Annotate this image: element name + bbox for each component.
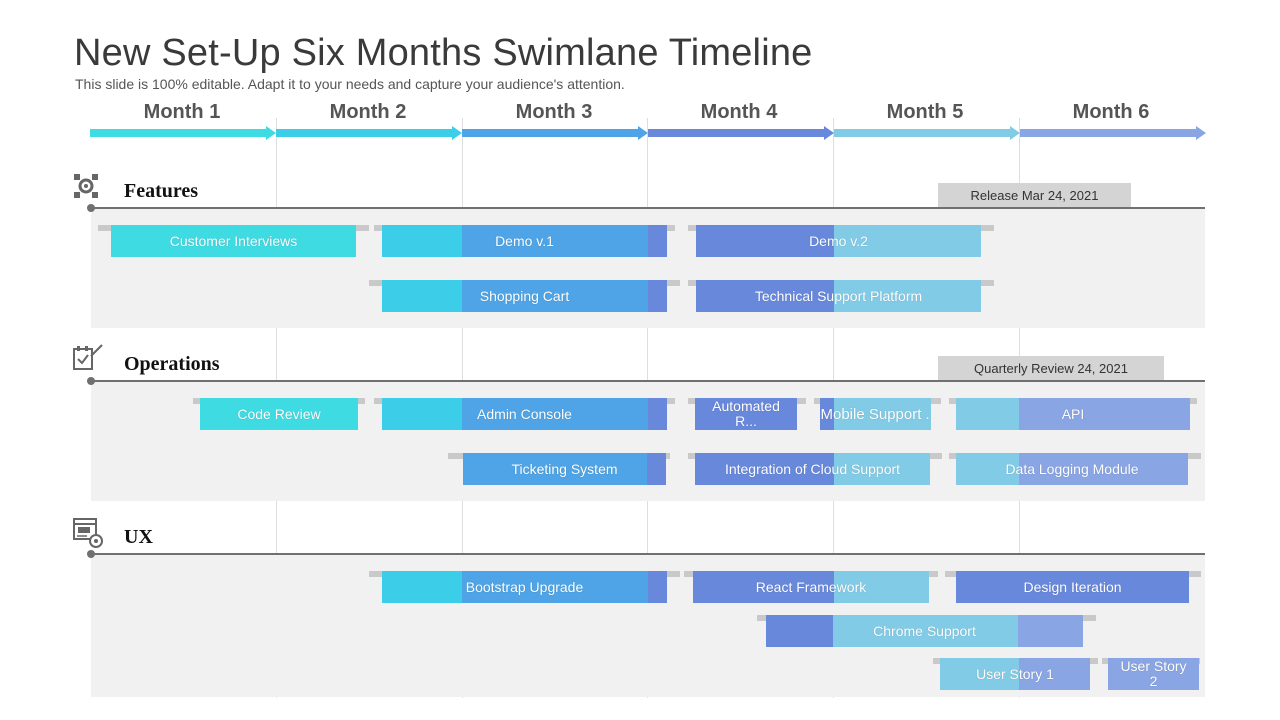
lane-dot (87, 550, 95, 558)
task-shopping-cart[interactable]: Shopping Cart (382, 280, 667, 312)
month-label-2: Month 2 (329, 101, 407, 123)
task-label: API (1061, 405, 1085, 422)
month-label-4: Month 4 (700, 101, 778, 123)
task-label: Mobile Support ... (820, 406, 931, 422)
task-label: Demo v.1 (495, 232, 554, 249)
task-label: Customer Interviews (169, 232, 298, 249)
page-subtitle: This slide is 100% editable. Adapt it to… (75, 76, 625, 92)
ux-window-icon (73, 518, 103, 548)
month-arrow-4 (648, 126, 834, 140)
task-label: Bootstrap Upgrade (465, 578, 584, 595)
month-arrow-6 (1020, 126, 1206, 140)
task-label: Code Review (237, 405, 321, 422)
month-arrow-3 (462, 126, 648, 140)
lane-features-divider (91, 207, 1205, 209)
milestone-quarterly-review: Quarterly Review 24, 2021 (938, 356, 1164, 380)
task-automated-r[interactable]: Automated R... (695, 398, 797, 430)
checklist-edit-icon (73, 344, 103, 370)
task-label: Demo v.2 (809, 232, 868, 249)
lane-title-ux: UX (124, 526, 153, 548)
task-label: Shopping Cart (479, 287, 570, 304)
lane-dot (87, 204, 95, 212)
month-arrow-1 (90, 126, 276, 140)
task-user-story-1[interactable]: User Story 1 (940, 658, 1090, 690)
task-api[interactable]: API (956, 398, 1190, 430)
task-label: Integration of Cloud Support (724, 460, 901, 477)
task-react-framework[interactable]: React Framework (693, 571, 929, 603)
task-customer-interviews[interactable]: Customer Interviews (111, 225, 356, 257)
task-label: User Story 2 (1120, 658, 1187, 689)
month-label-6: Month 6 (1072, 101, 1150, 123)
month-arrow-2 (276, 126, 462, 140)
milestone-release: Release Mar 24, 2021 (938, 183, 1131, 207)
task-label: Data Logging Module (1005, 460, 1139, 477)
task-design-iteration[interactable]: Design Iteration (956, 571, 1189, 603)
task-integration-cloud-support[interactable]: Integration of Cloud Support (695, 453, 930, 485)
task-demo-v2[interactable]: Demo v.2 (696, 225, 981, 257)
lane-operations-divider (91, 380, 1205, 382)
task-demo-v1[interactable]: Demo v.1 (382, 225, 667, 257)
task-mobile-support[interactable]: Mobile Support ... (820, 398, 931, 430)
task-label: Technical Support Platform (754, 287, 923, 304)
task-bootstrap-upgrade[interactable]: Bootstrap Upgrade (382, 571, 667, 603)
task-label: Chrome Support (873, 622, 976, 639)
lane-title-operations: Operations (124, 353, 220, 375)
gear-icon (74, 174, 98, 198)
task-chrome-support[interactable]: Chrome Support (766, 615, 1083, 647)
page-title: New Set-Up Six Months Swimlane Timeline (74, 32, 813, 74)
task-data-logging-module[interactable]: Data Logging Module (956, 453, 1188, 485)
lane-ux-divider (91, 553, 1205, 555)
task-label: Admin Console (477, 405, 572, 422)
task-admin-console[interactable]: Admin Console (382, 398, 667, 430)
task-code-review[interactable]: Code Review (200, 398, 358, 430)
task-technical-support-platform[interactable]: Technical Support Platform (696, 280, 981, 312)
task-label: Automated R... (712, 398, 780, 429)
task-ticketing-system[interactable]: Ticketing System (463, 453, 666, 485)
task-label: Design Iteration (1023, 578, 1122, 595)
task-label: User Story 1 (976, 665, 1054, 682)
month-label-5: Month 5 (886, 101, 964, 123)
month-label-3: Month 3 (515, 101, 593, 123)
month-label-1: Month 1 (143, 101, 221, 123)
lane-dot (87, 377, 95, 385)
month-arrow-5 (834, 126, 1020, 140)
task-label: Ticketing System (511, 460, 618, 477)
task-user-story-2[interactable]: User Story 2 (1108, 658, 1199, 690)
lane-title-features: Features (124, 180, 199, 202)
task-label: React Framework (755, 578, 867, 595)
